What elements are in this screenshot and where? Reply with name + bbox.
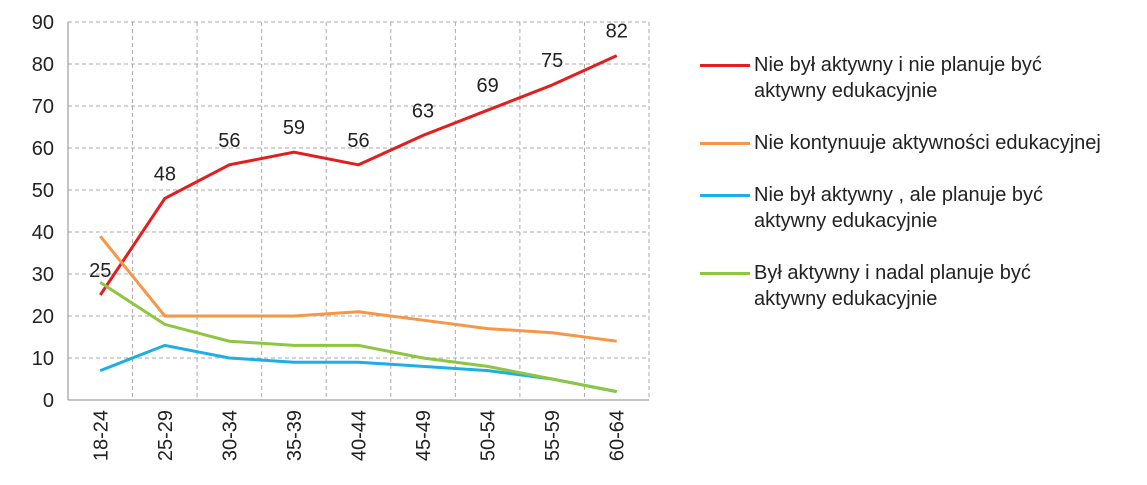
data-label: 25	[89, 260, 111, 282]
y-tick-label: 80	[32, 54, 54, 76]
x-tick-label: 18-24	[90, 410, 112, 461]
legend-item: Był aktywny i nadal planuje być aktywny …	[700, 260, 1130, 312]
legend-item: Nie był aktywny , ale planuje być aktywn…	[700, 182, 1130, 234]
data-label: 63	[412, 100, 434, 122]
legend-item: Nie kontynuuje aktywności edukacyjnej	[700, 130, 1130, 156]
data-label: 48	[154, 163, 176, 185]
series-line	[99, 54, 618, 296]
data-label: 59	[283, 117, 305, 139]
legend-swatch	[700, 194, 750, 197]
y-tick-label: 30	[32, 264, 54, 286]
x-tick-label: 50-54	[478, 410, 500, 461]
y-tick-label: 90	[32, 12, 54, 34]
chart: 0 10 20 30 40 50 60 70 80 90 18-24 25-29 30-34 35-39 4…	[32, 12, 650, 461]
y-tick-label: 50	[32, 180, 54, 202]
y-tick-label: 10	[32, 348, 54, 370]
series-line	[99, 235, 617, 343]
x-tick-label: 60-64	[607, 410, 629, 461]
legend-label: Nie był aktywny , ale planuje być aktywn…	[754, 184, 1044, 232]
x-tick-label: 55-59	[542, 410, 564, 461]
y-tick-label: 20	[32, 306, 54, 328]
legend-label: Nie kontynuuje aktywności edukacyjnej	[754, 132, 1101, 154]
x-tick-label: 45-49	[413, 410, 435, 461]
data-label: 56	[347, 130, 369, 152]
x-tick-label: 35-39	[284, 410, 306, 461]
y-tick-label: 70	[32, 96, 54, 118]
data-label: 82	[606, 21, 628, 43]
x-tick-label: 30-34	[219, 410, 241, 461]
y-tick-label: 0	[43, 390, 54, 412]
legend-label: Był aktywny i nadal planuje być aktywny …	[754, 262, 1031, 310]
data-label: 69	[476, 75, 498, 97]
legend-swatch	[700, 142, 750, 145]
series-line	[99, 281, 618, 394]
data-label: 75	[541, 50, 563, 72]
data-label: 56	[218, 130, 240, 152]
legend: Nie był aktywny i nie planuje być aktywn…	[700, 52, 1130, 338]
legend-item: Nie był aktywny i nie planuje być aktywn…	[700, 52, 1130, 104]
legend-swatch	[700, 272, 750, 275]
y-tick-label: 40	[32, 222, 54, 244]
legend-swatch	[700, 64, 750, 67]
x-tick-label: 40-44	[349, 410, 371, 461]
series-line	[99, 343, 618, 394]
y-tick-label: 60	[32, 138, 54, 160]
x-tick-label: 25-29	[155, 410, 177, 461]
legend-label: Nie był aktywny i nie planuje być aktywn…	[754, 54, 1042, 102]
